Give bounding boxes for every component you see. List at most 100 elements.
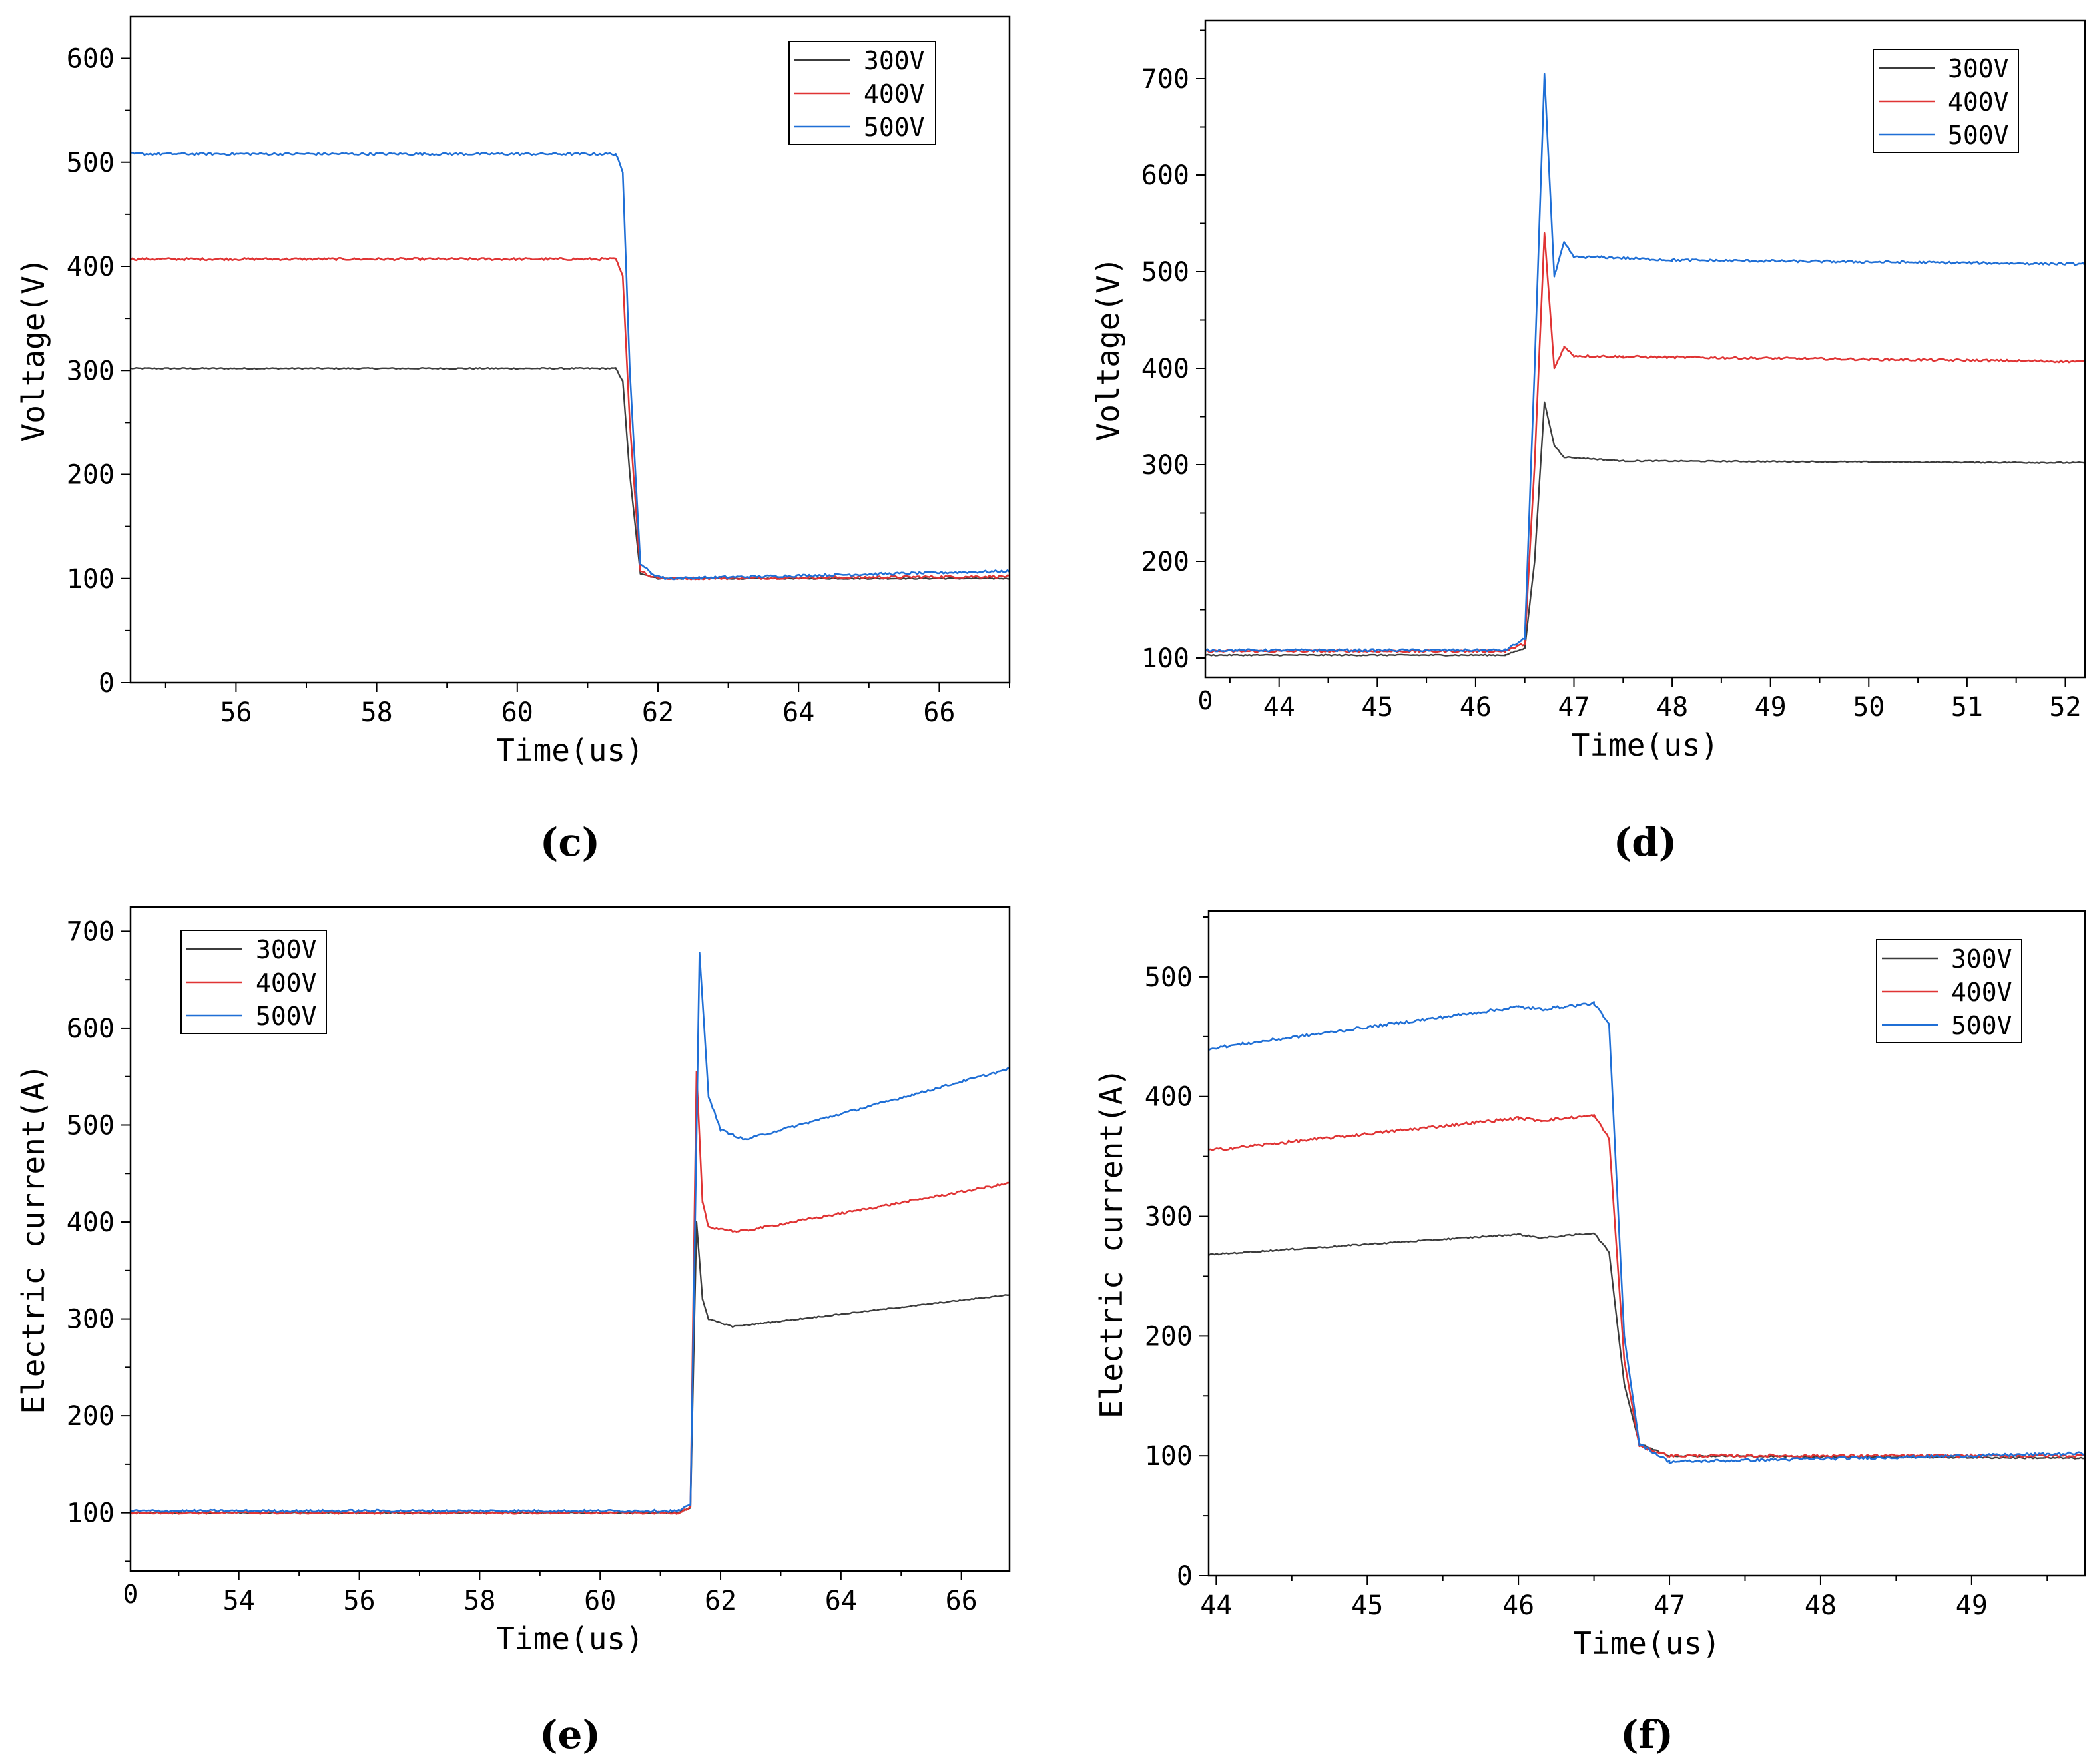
x-origin-label: 0 <box>123 1580 139 1609</box>
plot-frame <box>129 15 1011 684</box>
series-line-300V <box>1209 1232 2085 1460</box>
legend-label: 500V <box>1951 1011 2012 1040</box>
series-line-300V <box>131 367 1010 580</box>
x-tick-label: 66 <box>946 1586 978 1616</box>
legend: 300V 400V 500V <box>180 930 327 1034</box>
legend: 300V 400V 500V <box>788 41 936 145</box>
x-tick-label: 60 <box>584 1586 616 1616</box>
legend-label: 400V <box>256 968 317 998</box>
y-tick-label: 200 <box>1141 547 1189 577</box>
y-tick-label: 300 <box>67 356 115 386</box>
x-tick-label: 52 <box>2049 692 2081 723</box>
legend: 300V 400V 500V <box>1876 939 2022 1043</box>
x-axis-label: Time(us) <box>496 733 644 768</box>
plot-area <box>131 152 1010 581</box>
legend-label: 400V <box>864 79 925 109</box>
series-line-500V <box>1209 1001 2085 1464</box>
x-tick-label: 66 <box>923 697 955 728</box>
series-line-500V <box>1205 73 2085 653</box>
y-tick-label: 600 <box>1141 160 1189 191</box>
x-tick-label: 47 <box>1558 692 1590 723</box>
x-tick-label: 48 <box>1805 1590 1837 1621</box>
x-tick-label: 49 <box>1755 692 1787 723</box>
plot-area <box>131 952 1010 1515</box>
y-tick-label: 300 <box>67 1305 115 1335</box>
panel-caption: (d) <box>1614 820 1677 865</box>
plot-area <box>1209 1001 2085 1464</box>
x-tick-label: 49 <box>1956 1590 1988 1621</box>
x-tick-label: 62 <box>642 697 674 728</box>
x-tick-label: 56 <box>220 697 252 728</box>
legend-label: 300V <box>864 46 925 75</box>
x-tick-label: 60 <box>501 697 533 728</box>
y-tick-label: 0 <box>99 668 115 699</box>
x-tick-label: 45 <box>1351 1590 1383 1621</box>
x-tick-label: 47 <box>1653 1590 1685 1621</box>
y-tick-label: 0 <box>1177 1561 1193 1592</box>
x-tick-label: 46 <box>1460 692 1492 723</box>
x-axis-label: Time(us) <box>1572 727 1719 763</box>
plot-frame <box>1204 19 2086 679</box>
y-tick-label: 100 <box>1141 643 1189 674</box>
y-tick-label: 700 <box>1141 64 1189 95</box>
series-line-300V <box>1205 401 2085 657</box>
panel-caption: (c) <box>540 820 600 865</box>
x-tick-label: 46 <box>1502 1590 1534 1621</box>
y-tick-label: 400 <box>67 252 115 282</box>
y-tick-label: 500 <box>67 148 115 178</box>
legend-label: 300V <box>256 935 317 964</box>
x-tick-label: 44 <box>1263 692 1295 723</box>
x-tick-label: 44 <box>1200 1590 1232 1621</box>
legend-label: 500V <box>1948 121 2009 150</box>
y-tick-label: 300 <box>1145 1202 1193 1233</box>
y-tick-label: 400 <box>67 1207 115 1238</box>
series-line-500V <box>131 152 1010 581</box>
x-tick-label: 45 <box>1361 692 1393 723</box>
y-axis-label: Electric current(A) <box>1093 1068 1129 1418</box>
series-line-400V <box>131 256 1010 581</box>
y-tick-label: 400 <box>1141 354 1189 384</box>
x-tick-label: 56 <box>343 1586 375 1616</box>
legend: 300V 400V 500V <box>1873 49 2019 153</box>
y-axis-label: Electric current(A) <box>15 1063 51 1414</box>
plot-frame <box>1207 910 2086 1577</box>
y-axis-label: Voltage(V) <box>15 258 51 442</box>
x-tick-label: 58 <box>361 697 393 728</box>
plot-area <box>1205 73 2085 657</box>
x-axis-label: Time(us) <box>496 1621 644 1657</box>
chart-panel-1: 56 58 60 62 64 66 0 100 200 300 400 500 600 Time(us) V… <box>15 15 1011 865</box>
legend-label: 500V <box>256 1002 317 1031</box>
y-tick-label: 500 <box>67 1110 115 1141</box>
panel-caption: (f) <box>1620 1712 1673 1757</box>
legend-label: 500V <box>864 113 925 142</box>
x-tick-label: 64 <box>825 1586 857 1616</box>
x-tick-label: 54 <box>223 1586 255 1616</box>
x-tick-label: 64 <box>782 697 814 728</box>
chart-panel-3: 54 56 58 60 62 64 66 0 100 200 300 400 500 600 700 Time… <box>15 906 1011 1757</box>
x-origin-label: 0 <box>1198 686 1213 715</box>
y-tick-label: 200 <box>67 460 115 491</box>
x-tick-label: 48 <box>1656 692 1688 723</box>
x-tick-label: 58 <box>463 1586 495 1616</box>
y-tick-label: 500 <box>1145 962 1193 993</box>
y-tick-label: 600 <box>67 1014 115 1044</box>
x-tick-label: 50 <box>1853 692 1885 723</box>
y-tick-label: 600 <box>67 44 115 75</box>
series-line-500V <box>131 952 1010 1513</box>
x-tick-label: 62 <box>705 1586 737 1616</box>
chart-panel-4: 44 45 46 47 48 49 0 100 200 300 400 500 Time(us) Elec… <box>1093 910 2086 1757</box>
legend-label: 400V <box>1951 978 2012 1007</box>
y-tick-label: 100 <box>1145 1441 1193 1472</box>
y-tick-label: 100 <box>67 564 115 595</box>
x-tick-label: 51 <box>1951 692 1983 723</box>
plot-frame <box>129 906 1011 1572</box>
y-tick-label: 300 <box>1141 450 1189 481</box>
x-axis-label: Time(us) <box>1573 1625 1721 1661</box>
chart-panel-2: 44 45 46 47 48 49 50 51 52 0 100 200 300 400 500 600 700… <box>1090 19 2086 865</box>
legend-label: 300V <box>1948 54 2009 83</box>
y-tick-label: 400 <box>1145 1082 1193 1113</box>
series-line-400V <box>1209 1113 2085 1458</box>
y-tick-label: 200 <box>1145 1321 1193 1352</box>
series-line-400V <box>131 1071 1010 1515</box>
y-axis-label: Voltage(V) <box>1090 257 1126 441</box>
